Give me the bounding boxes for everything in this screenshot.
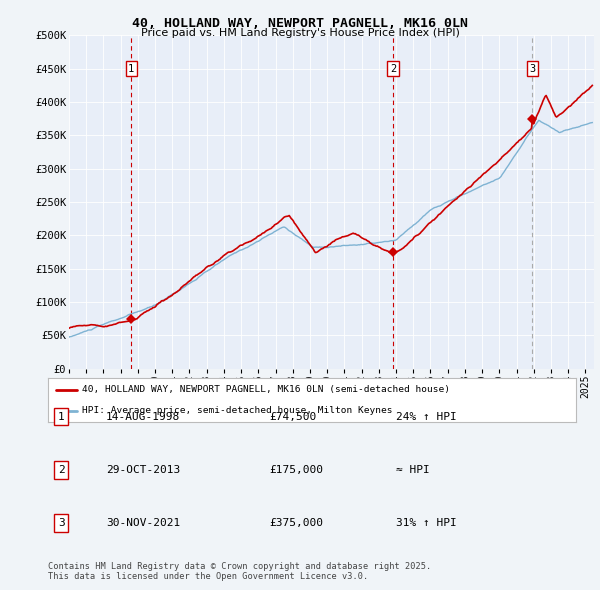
Text: £175,000: £175,000 (270, 465, 324, 474)
Text: 31% ↑ HPI: 31% ↑ HPI (397, 518, 457, 527)
Text: 2: 2 (58, 465, 65, 474)
Text: 1: 1 (58, 412, 65, 421)
Text: Contains HM Land Registry data © Crown copyright and database right 2025.
This d: Contains HM Land Registry data © Crown c… (48, 562, 431, 581)
Text: 1: 1 (128, 64, 134, 74)
Text: 2: 2 (390, 64, 396, 74)
Text: 29-OCT-2013: 29-OCT-2013 (106, 465, 181, 474)
Text: HPI: Average price, semi-detached house, Milton Keynes: HPI: Average price, semi-detached house,… (82, 407, 393, 415)
Text: 3: 3 (58, 518, 65, 527)
Text: Price paid vs. HM Land Registry's House Price Index (HPI): Price paid vs. HM Land Registry's House … (140, 28, 460, 38)
Text: 40, HOLLAND WAY, NEWPORT PAGNELL, MK16 0LN: 40, HOLLAND WAY, NEWPORT PAGNELL, MK16 0… (132, 17, 468, 30)
Text: 3: 3 (529, 64, 536, 74)
Text: ≈ HPI: ≈ HPI (397, 465, 430, 474)
Text: 14-AUG-1998: 14-AUG-1998 (106, 412, 181, 421)
Text: £74,500: £74,500 (270, 412, 317, 421)
Text: 30-NOV-2021: 30-NOV-2021 (106, 518, 181, 527)
Text: 40, HOLLAND WAY, NEWPORT PAGNELL, MK16 0LN (semi-detached house): 40, HOLLAND WAY, NEWPORT PAGNELL, MK16 0… (82, 385, 451, 395)
Text: 24% ↑ HPI: 24% ↑ HPI (397, 412, 457, 421)
Text: £375,000: £375,000 (270, 518, 324, 527)
